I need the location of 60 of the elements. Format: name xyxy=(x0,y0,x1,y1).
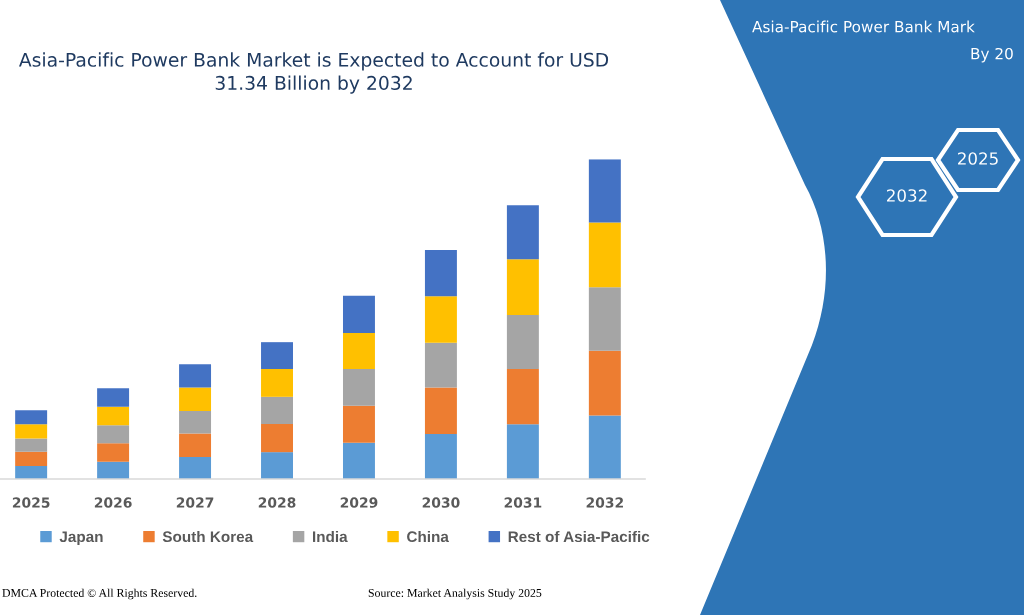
bar xyxy=(424,296,457,343)
bar xyxy=(15,424,48,439)
bar xyxy=(15,451,48,466)
x-tick-label: 2026 xyxy=(94,497,132,508)
text: By 20 xyxy=(971,47,1013,63)
bar xyxy=(506,205,539,260)
bar xyxy=(342,405,375,443)
bar xyxy=(261,369,293,397)
bar xyxy=(588,350,621,416)
bar xyxy=(15,410,48,425)
bar xyxy=(342,295,375,333)
text: Asia-Pacific Power Bank Mark xyxy=(752,20,975,33)
bar xyxy=(342,332,375,370)
source-note: Source: Market Analysis Study 2025 xyxy=(368,588,542,600)
bar xyxy=(97,443,130,462)
x-tick-label: 2025 xyxy=(12,497,50,508)
x-tick-label: 2027 xyxy=(176,497,214,508)
bar xyxy=(261,396,293,425)
bar xyxy=(179,456,212,479)
legend-label: India xyxy=(312,530,348,543)
bar xyxy=(97,425,130,444)
bar xyxy=(588,287,621,351)
bar xyxy=(261,424,293,453)
bar xyxy=(179,433,212,457)
bar xyxy=(15,465,48,479)
legend-label: South Korea xyxy=(162,530,254,543)
bar xyxy=(506,259,539,315)
x-tick-label: 2029 xyxy=(340,497,378,508)
bar xyxy=(97,461,130,479)
bar xyxy=(506,369,539,425)
bar xyxy=(424,342,457,388)
bar xyxy=(424,387,457,434)
bar xyxy=(506,424,539,479)
bar xyxy=(588,222,621,288)
bar xyxy=(179,387,212,411)
bar xyxy=(506,314,539,370)
x-tick-label: 2028 xyxy=(258,497,296,508)
legend-label: Rest of Asia-Pacific xyxy=(508,530,650,543)
chart-title: Asia-Pacific Power Bank Market is Expected to Account for USD 31.34 Billion by 2032 xyxy=(18,52,609,94)
x-tick-label: 2032 xyxy=(586,497,623,508)
bar xyxy=(342,369,375,406)
text: 2025 xyxy=(958,152,998,165)
x-tick-label: 2031 xyxy=(504,497,542,508)
bar xyxy=(588,159,621,223)
bar xyxy=(424,250,457,297)
bar xyxy=(179,364,212,388)
bar xyxy=(588,415,621,479)
bar xyxy=(424,433,457,479)
bar xyxy=(97,406,130,426)
legend-label: Japan xyxy=(59,531,103,546)
legend-label: China xyxy=(407,530,449,543)
bar xyxy=(342,442,375,479)
bar xyxy=(179,410,212,434)
text: 2032 xyxy=(887,189,927,202)
bar xyxy=(97,388,130,407)
text: DMCA Protected © All Rights Reserved. xyxy=(2,588,197,600)
x-tick-label: 2030 xyxy=(422,497,460,508)
bar xyxy=(261,342,293,370)
bar xyxy=(15,438,48,452)
bar xyxy=(261,452,293,479)
